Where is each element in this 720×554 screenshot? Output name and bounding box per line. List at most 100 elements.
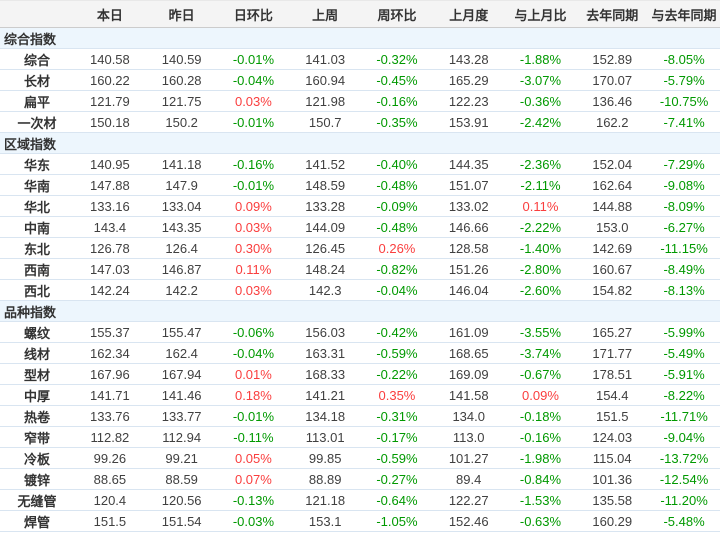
pct-change-cell: -10.75% bbox=[648, 90, 720, 112]
index-value-cell: 122.27 bbox=[432, 489, 505, 511]
pct-change-cell: -0.67% bbox=[504, 363, 577, 385]
pct-change-cell: -0.16% bbox=[504, 426, 577, 448]
section-title: 区域指数 bbox=[0, 132, 720, 154]
index-value-cell: 141.71 bbox=[74, 384, 146, 406]
pct-change-cell: -11.15% bbox=[648, 237, 720, 259]
index-value-cell: 142.24 bbox=[74, 279, 146, 301]
index-value-cell: 133.16 bbox=[74, 195, 146, 217]
pct-change-cell: -0.11% bbox=[217, 426, 290, 448]
pct-change-cell: -13.72% bbox=[648, 447, 720, 469]
pct-change-cell: -0.59% bbox=[361, 447, 433, 469]
pct-change-cell: -5.49% bbox=[648, 342, 720, 364]
pct-change-cell: -1.53% bbox=[504, 489, 577, 511]
index-value-cell: 147.9 bbox=[145, 174, 218, 196]
index-value-cell: 178.51 bbox=[576, 363, 649, 385]
row-label: 镀锌 bbox=[0, 468, 74, 490]
section-row: 区域指数 bbox=[0, 132, 720, 154]
pct-change-cell: -0.84% bbox=[504, 468, 577, 490]
index-value-cell: 144.09 bbox=[289, 216, 362, 238]
index-value-cell: 140.59 bbox=[145, 48, 218, 70]
pct-change-cell: -0.42% bbox=[361, 321, 433, 343]
index-value-cell: 133.28 bbox=[289, 195, 362, 217]
section-title: 综合指数 bbox=[0, 27, 720, 49]
table-row: 镀锌 88.65 88.59 0.07% 88.89 -0.27% 89.4 -0.84% 10… bbox=[0, 468, 720, 490]
section-row: 品种指数 bbox=[0, 300, 720, 322]
pct-change-cell: -0.16% bbox=[361, 90, 433, 112]
pct-change-cell: -9.04% bbox=[648, 426, 720, 448]
pct-change-cell: 0.03% bbox=[217, 216, 290, 238]
row-label: 热卷 bbox=[0, 405, 74, 427]
pct-change-cell: 0.30% bbox=[217, 237, 290, 259]
column-header: 去年同期 bbox=[576, 0, 649, 28]
pct-change-cell: 0.01% bbox=[217, 363, 290, 385]
pct-change-cell: -5.48% bbox=[648, 510, 720, 532]
table-row: 焊管 151.5 151.54 -0.03% 153.1 -1.05% 152.46 -0.6… bbox=[0, 510, 720, 532]
pct-change-cell: -8.13% bbox=[648, 279, 720, 301]
index-value-cell: 122.23 bbox=[432, 90, 505, 112]
index-value-cell: 160.94 bbox=[289, 69, 362, 91]
index-value-cell: 160.28 bbox=[145, 69, 218, 91]
index-value-cell: 133.77 bbox=[145, 405, 218, 427]
index-value-cell: 135.58 bbox=[576, 489, 649, 511]
pct-change-cell: -2.11% bbox=[504, 174, 577, 196]
index-value-cell: 160.29 bbox=[576, 510, 649, 532]
index-value-cell: 126.78 bbox=[74, 237, 146, 259]
row-label: 华东 bbox=[0, 153, 74, 175]
pct-change-cell: -0.16% bbox=[217, 153, 290, 175]
index-value-cell: 141.18 bbox=[145, 153, 218, 175]
index-value-cell: 133.04 bbox=[145, 195, 218, 217]
pct-change-cell: -1.88% bbox=[504, 48, 577, 70]
row-label: 一次材 bbox=[0, 111, 74, 133]
section-row: 综合指数 bbox=[0, 27, 720, 49]
pct-change-cell: -0.01% bbox=[217, 174, 290, 196]
index-value-cell: 153.0 bbox=[576, 216, 649, 238]
pct-change-cell: 0.05% bbox=[217, 447, 290, 469]
index-value-cell: 160.67 bbox=[576, 258, 649, 280]
pct-change-cell: -0.01% bbox=[217, 48, 290, 70]
pct-change-cell: -7.29% bbox=[648, 153, 720, 175]
index-value-cell: 160.22 bbox=[74, 69, 146, 91]
index-value-cell: 151.54 bbox=[145, 510, 218, 532]
pct-change-cell: -0.09% bbox=[361, 195, 433, 217]
pct-change-cell: -0.36% bbox=[504, 90, 577, 112]
column-header: 日环比 bbox=[217, 0, 290, 28]
pct-change-cell: -0.82% bbox=[361, 258, 433, 280]
table-row: 中南 143.4 143.35 0.03% 144.09 -0.48% 146.66 -2.2… bbox=[0, 216, 720, 238]
pct-change-cell: -3.07% bbox=[504, 69, 577, 91]
pct-change-cell: 0.11% bbox=[217, 258, 290, 280]
pct-change-cell: -3.55% bbox=[504, 321, 577, 343]
index-value-cell: 150.18 bbox=[74, 111, 146, 133]
row-label-column-header bbox=[0, 0, 74, 28]
pct-change-cell: -0.13% bbox=[217, 489, 290, 511]
index-value-cell: 151.5 bbox=[74, 510, 146, 532]
pct-change-cell: -12.54% bbox=[648, 468, 720, 490]
row-label: 华南 bbox=[0, 174, 74, 196]
index-value-cell: 153.1 bbox=[289, 510, 362, 532]
pct-change-cell: -0.17% bbox=[361, 426, 433, 448]
index-value-cell: 167.96 bbox=[74, 363, 146, 385]
pct-change-cell: -0.35% bbox=[361, 111, 433, 133]
pct-change-cell: -8.05% bbox=[648, 48, 720, 70]
row-label: 中南 bbox=[0, 216, 74, 238]
pct-change-cell: -0.48% bbox=[361, 216, 433, 238]
table-row: 华南 147.88 147.9 -0.01% 148.59 -0.48% 151.07 -2.… bbox=[0, 174, 720, 196]
pct-change-cell: -0.04% bbox=[217, 69, 290, 91]
pct-change-cell: -0.40% bbox=[361, 153, 433, 175]
index-value-cell: 121.75 bbox=[145, 90, 218, 112]
index-value-cell: 154.82 bbox=[576, 279, 649, 301]
column-header: 上周 bbox=[289, 0, 362, 28]
index-value-cell: 148.59 bbox=[289, 174, 362, 196]
section-title: 品种指数 bbox=[0, 300, 720, 322]
index-value-cell: 144.88 bbox=[576, 195, 649, 217]
pct-change-cell: -3.74% bbox=[504, 342, 577, 364]
row-label: 长材 bbox=[0, 69, 74, 91]
index-value-cell: 147.03 bbox=[74, 258, 146, 280]
table-row: 热卷 133.76 133.77 -0.01% 134.18 -0.31% 134.0 -0.… bbox=[0, 405, 720, 427]
table-row: 长材 160.22 160.28 -0.04% 160.94 -0.45% 165.29 -3… bbox=[0, 69, 720, 91]
row-label: 无缝管 bbox=[0, 489, 74, 511]
index-value-cell: 146.87 bbox=[145, 258, 218, 280]
index-value-cell: 140.58 bbox=[74, 48, 146, 70]
pct-change-cell: -0.04% bbox=[361, 279, 433, 301]
index-value-cell: 136.46 bbox=[576, 90, 649, 112]
